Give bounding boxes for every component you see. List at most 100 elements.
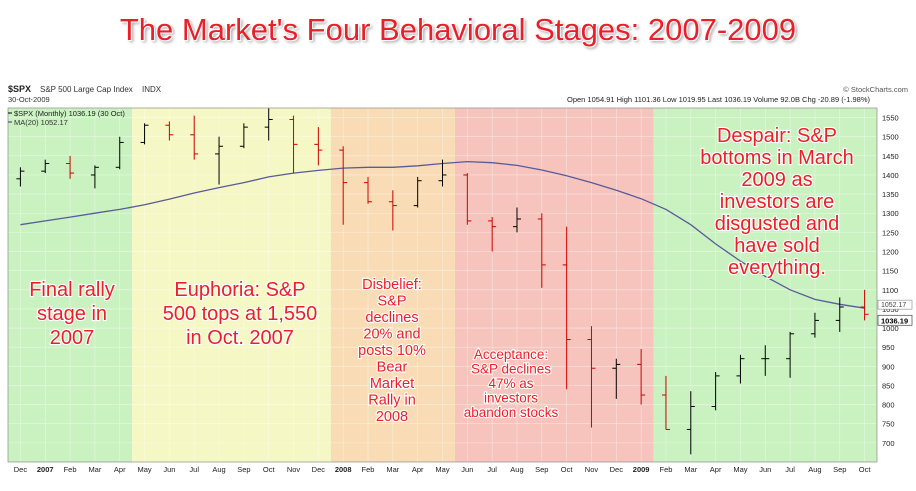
x-tick-label: Jun xyxy=(163,465,175,474)
ohlc-bar xyxy=(165,121,174,141)
chart-title: The Market's Four Behavioral Stages: 200… xyxy=(119,12,797,47)
x-tick-label: Mar xyxy=(684,465,697,474)
annotation-line: have sold xyxy=(734,235,820,257)
y-tick-label: 850 xyxy=(882,381,895,390)
index-name: S&P 500 Large Cap Index xyxy=(40,85,133,94)
band-euphoria xyxy=(132,108,331,462)
ohlc-bar xyxy=(264,108,273,141)
x-tick-label: Feb xyxy=(362,465,375,474)
x-tick-label: May xyxy=(137,465,151,474)
annotation-line: everything. xyxy=(728,257,826,279)
y-tick-label: 1000 xyxy=(882,324,899,333)
annotation-line: 2008 xyxy=(376,409,408,425)
x-tick-label: Dec xyxy=(610,465,624,474)
y-tick-label: 1400 xyxy=(882,171,899,180)
ohlc-bar xyxy=(289,115,298,174)
x-tick-label: Feb xyxy=(659,465,672,474)
x-tick-label: Oct xyxy=(561,465,574,474)
ohlc-bar xyxy=(860,289,869,321)
x-tick-label: Jul xyxy=(189,465,199,474)
annotation-line: 2007 xyxy=(50,327,95,349)
exchange: INDX xyxy=(142,85,162,94)
y-tick-label: 700 xyxy=(882,439,895,448)
x-tick-label: Mar xyxy=(386,465,399,474)
annotation-line: 20% and xyxy=(363,327,420,343)
annotation-line: S&P declines xyxy=(471,362,551,377)
x-tick-label: Aug xyxy=(510,465,523,474)
ma-price-box xyxy=(877,299,913,310)
x-tick-label: Aug xyxy=(808,465,821,474)
annotation-line: abandon stocks xyxy=(464,405,559,420)
y-tick-label: 1450 xyxy=(882,152,899,161)
ohlc-bar xyxy=(463,173,472,225)
x-tick-label: Nov xyxy=(585,465,599,474)
ohlc-bar xyxy=(661,375,670,430)
x-tick-label: 2007 xyxy=(37,465,54,474)
ohlc-bar xyxy=(562,226,571,390)
annotation-line: Final rally xyxy=(29,279,115,301)
x-tick-label: Jun xyxy=(461,465,473,474)
x-tick-label: Sep xyxy=(535,465,548,474)
annotation-line: 47% as xyxy=(488,376,533,391)
x-tick-label: Dec xyxy=(312,465,326,474)
ohlc-readout: Open 1054.91 High 1101.36 Low 1019.95 La… xyxy=(567,95,870,104)
x-tick-label: Aug xyxy=(212,465,225,474)
source: © StockCharts.com xyxy=(843,85,908,94)
chart-header: $SPX S&P 500 Large Cap Index INDX 30-Oct… xyxy=(8,84,908,127)
y-tick-label: 800 xyxy=(882,401,895,410)
ohlc-bar xyxy=(90,165,99,189)
ohlc-bar xyxy=(711,372,720,411)
annotation-line: declines xyxy=(365,310,418,326)
annotation-line: Despair: S&P xyxy=(717,125,837,147)
symbol: $SPX xyxy=(8,84,31,94)
y-tick-label: 750 xyxy=(882,420,895,429)
plot-frame xyxy=(7,107,878,463)
annotation-line: investors are xyxy=(720,191,835,213)
ohlc-bar xyxy=(512,207,521,233)
ohlc-bar xyxy=(339,146,348,225)
ohlc-bar xyxy=(637,349,646,405)
x-tick-label: May xyxy=(435,465,449,474)
x-tick-label: Jun xyxy=(759,465,771,474)
ohlc-bar xyxy=(537,213,546,288)
y-tick-label: 900 xyxy=(882,362,895,371)
annotation-line: Rally in xyxy=(368,393,416,409)
x-tick-label: Dec xyxy=(14,465,28,474)
ohlc-bar xyxy=(140,123,149,145)
x-tick-label: Feb xyxy=(64,465,77,474)
ohlc-bar xyxy=(810,312,819,338)
x-tick-label: Nov xyxy=(287,465,301,474)
annotation-line: Market xyxy=(370,376,414,392)
y-tick-label: 1300 xyxy=(882,209,899,218)
x-tick-label: Apr xyxy=(412,465,424,474)
x-tick-label: Sep xyxy=(833,465,846,474)
ohlc-bar xyxy=(16,167,25,187)
band-acceptance xyxy=(454,108,654,462)
y-tick-label: 1200 xyxy=(882,248,899,257)
annotation-line: Acceptance: xyxy=(474,347,548,362)
x-tick-label: 2009 xyxy=(633,465,650,474)
ohlc-bar xyxy=(736,354,745,384)
annotation-line: investors xyxy=(484,391,538,406)
ohlc-bar xyxy=(190,115,199,160)
ohlc-bar xyxy=(612,358,621,399)
annotation-line: posts 10% xyxy=(358,343,426,359)
ohlc-bar xyxy=(438,159,447,187)
annotation-line: bottoms in March xyxy=(700,147,853,169)
y-tick-label: 1150 xyxy=(882,267,898,276)
ohlc-bar xyxy=(388,190,397,231)
annotation-line: in Oct. 2007 xyxy=(186,327,294,349)
ohlc-bar xyxy=(786,331,795,378)
ma-price-label: 1052.17 xyxy=(881,302,906,309)
x-tick-label: 2008 xyxy=(335,465,352,474)
ohlc-bar xyxy=(66,155,75,179)
x-tick-label: Mar xyxy=(88,465,101,474)
annotation-line: 500 tops at 1,550 xyxy=(163,303,318,325)
chart-date: 30-Oct-2009 xyxy=(8,95,50,104)
ohlc-bar xyxy=(761,345,770,376)
annotation-line: 2009 as xyxy=(741,169,812,191)
